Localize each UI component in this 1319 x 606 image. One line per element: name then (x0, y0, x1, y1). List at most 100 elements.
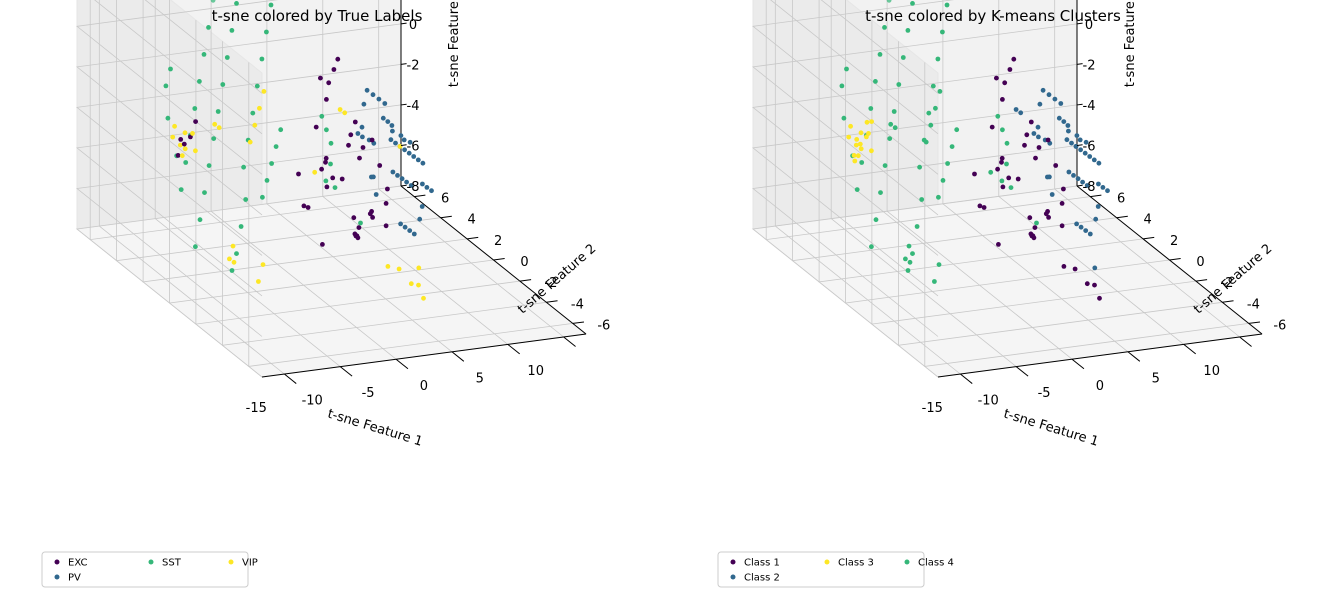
data-point-series-4-53 (1034, 220, 1039, 226)
data-point-series-4-41 (949, 144, 955, 150)
data-point-series-1-24 (367, 211, 373, 217)
y-tick-mark (1090, 194, 1102, 198)
data-point-series-4-6 (193, 148, 198, 154)
data-point-series-2-20 (1084, 183, 1090, 188)
grid-line-z (820, 0, 939, 94)
x-tick-mark (451, 351, 465, 362)
data-point-series-3-21 (220, 82, 226, 87)
x-tick-mark (1127, 351, 1141, 362)
data-point-series-1-35 (305, 205, 311, 210)
data-point-series-3-1 (854, 137, 860, 142)
data-point-series-3-45 (328, 140, 334, 146)
data-point-series-3-22 (224, 55, 230, 60)
data-point-series-1-28 (994, 75, 999, 81)
x-tick-label: -10 (978, 394, 999, 409)
data-point-series-3-6 (853, 142, 859, 148)
data-point-series-4-59 (928, 122, 934, 128)
data-point-series-1-25 (1002, 80, 1008, 86)
z-tick-mark (400, 22, 407, 25)
data-point-series-1-39 (1092, 282, 1097, 288)
data-point-series-2-8 (1096, 160, 1102, 166)
data-point-series-4-30 (930, 83, 936, 89)
data-point-series-3-24 (234, 1, 239, 6)
data-point-series-2-14 (1077, 137, 1083, 143)
data-point-series-1-11 (351, 215, 357, 221)
data-point-series-4-14 (252, 122, 258, 128)
x-tick-mark (339, 366, 353, 377)
z-tick-label: 0 (1085, 18, 1093, 33)
y-tick-mark (493, 258, 505, 261)
data-point-series-1-8 (995, 166, 1000, 172)
data-point-series-4-8 (886, 0, 892, 3)
data-point-series-1-40 (1061, 264, 1067, 269)
data-point-series-1-38 (369, 137, 375, 143)
y-tick-label: -2 (1220, 276, 1233, 291)
data-point-series-1-9 (1006, 175, 1012, 181)
chart-title: t-sne colored by K-means Clusters (865, 7, 1121, 25)
grid-line-z (752, 104, 1078, 297)
z-tick-label: -6 (1083, 140, 1096, 155)
y-axis-label: t-sne Feature 2 (515, 241, 599, 317)
y-tick-mark (467, 236, 479, 240)
data-point-series-4-48 (839, 83, 845, 89)
data-point-series-1-29 (977, 203, 983, 209)
z-tick-label: -2 (1083, 58, 1096, 73)
x-tick-mark (395, 358, 409, 370)
data-point-series-2-31 (1049, 192, 1055, 197)
data-point-series-2-26 (361, 101, 367, 107)
y-tick-label: -2 (544, 276, 557, 291)
data-point-series-3-39 (264, 178, 270, 183)
grid-line-z (94, 0, 263, 135)
data-point-series-4-21 (896, 82, 902, 87)
z-tick-label: -6 (407, 140, 420, 155)
data-point-series-1-33 (1045, 137, 1051, 143)
data-point-series-1-7 (1046, 215, 1051, 220)
data-point-series-2-25 (359, 124, 365, 130)
legend-marker-2 (54, 574, 60, 580)
data-point-series-2-23 (407, 228, 413, 234)
data-point-series-1-34 (301, 203, 307, 209)
data-point-series-3-48 (163, 83, 169, 89)
data-point-series-1-29 (324, 97, 329, 102)
data-point-series-2-9 (1065, 123, 1071, 128)
data-point-series-1-35 (996, 242, 1001, 247)
data-point-series-2-11 (1061, 119, 1067, 124)
data-point-series-2-8 (420, 160, 426, 166)
data-point-series-3-32 (264, 29, 269, 35)
x-tick-label: -5 (362, 386, 375, 401)
data-point-series-4-3 (182, 146, 188, 152)
data-point-series-2-12 (390, 128, 395, 134)
data-point-series-4-56 (932, 279, 937, 284)
grid-line-z (76, 145, 402, 337)
data-point-series-1-27 (383, 201, 389, 206)
x-tick-mark (507, 343, 520, 355)
data-point-series-3-52 (332, 185, 338, 191)
data-point-series-2-22 (402, 224, 408, 230)
data-points (163, 0, 434, 301)
data-point-series-3-16 (206, 163, 212, 169)
data-point-series-4-22 (900, 55, 906, 60)
x-tick-label: 0 (1096, 379, 1104, 394)
data-point-series-4-15 (257, 105, 262, 111)
data-point-series-1-30 (981, 205, 987, 210)
x-tick-label: -10 (302, 394, 323, 409)
data-point-series-2-16 (1066, 169, 1072, 175)
z-tick-label: -8 (1083, 180, 1096, 195)
y-tick-label: 2 (1170, 234, 1178, 249)
data-point-series-4-13 (260, 262, 266, 267)
data-point-series-3-19 (193, 244, 198, 250)
z-tick-label: -2 (407, 58, 420, 73)
data-point-series-1-2 (188, 134, 193, 140)
legend-label-4: Class 4 (918, 558, 954, 569)
data-point-series-1-21 (1059, 223, 1065, 229)
data-point-series-2-27 (1040, 87, 1046, 93)
data-point-series-3-40 (269, 161, 274, 166)
data-point-series-3-11 (869, 148, 874, 154)
grid-line-z (76, 23, 402, 216)
data-point-series-1-8 (355, 235, 361, 241)
data-point-series-3-9 (858, 130, 864, 136)
legend-label-4: VIP (242, 558, 258, 569)
data-point-series-4-19 (869, 244, 874, 250)
data-point-series-4-8 (170, 134, 176, 140)
